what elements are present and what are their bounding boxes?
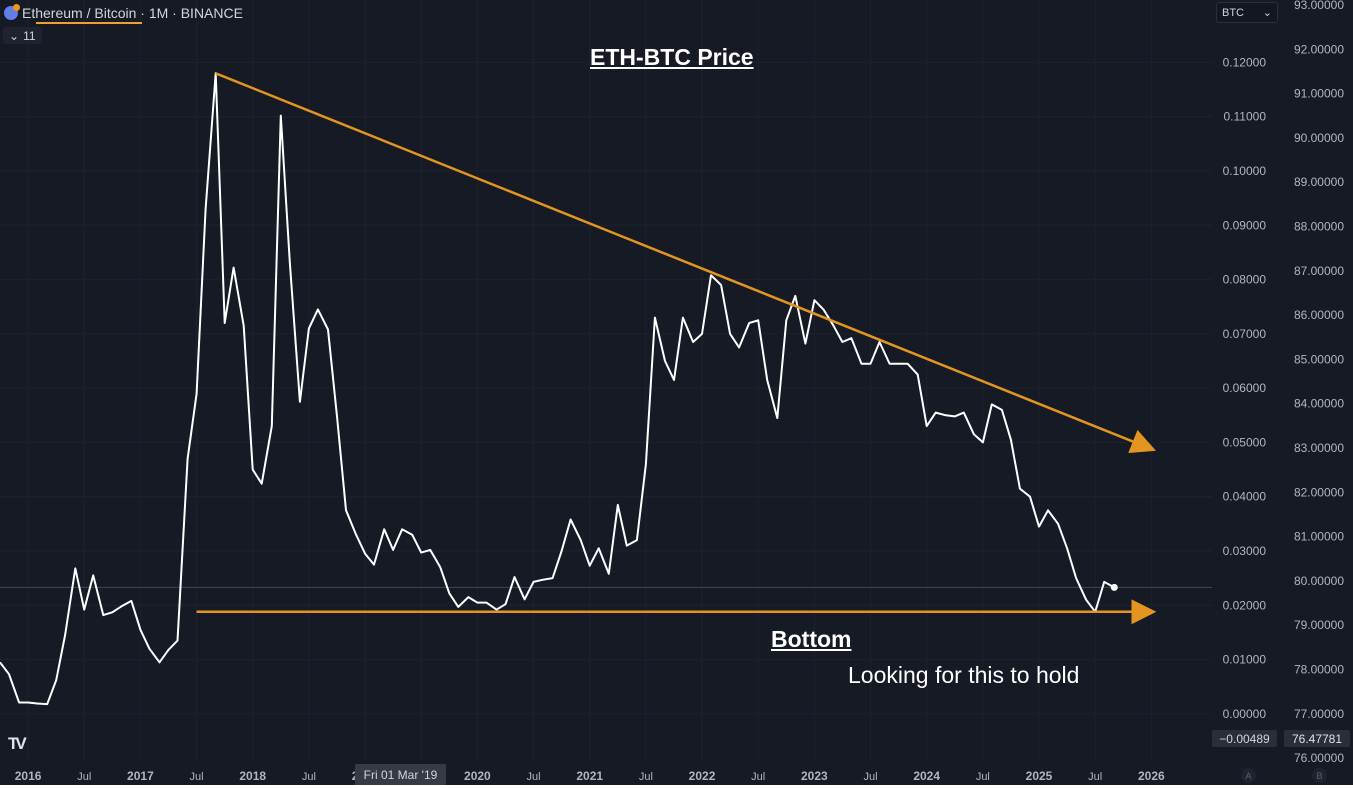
right-axis-tick-label: 84.00000 [1294, 397, 1344, 411]
bottom-note: Looking for this to hold [848, 662, 1080, 688]
last-price-point [1110, 583, 1118, 591]
eth-btc-icon [4, 4, 20, 20]
x-tick-label: Jul [863, 771, 877, 783]
x-tick-label: Jul [302, 771, 316, 783]
right-axis-tick-label: 76.00000 [1294, 751, 1344, 765]
x-tick-label: 2021 [576, 769, 603, 783]
x-tick-label: 2025 [1026, 769, 1053, 783]
left-axis-tick-label: 0.05000 [1223, 435, 1267, 449]
left-axis-tick-label: 0.07000 [1223, 327, 1267, 341]
symbol-underline [36, 22, 142, 24]
right-axis-tick-label: 87.00000 [1294, 264, 1344, 278]
left-axis-tick-label: 0.09000 [1223, 218, 1267, 232]
x-tick-label: Jul [527, 771, 541, 783]
right-axis-tick-label: 81.00000 [1294, 530, 1344, 544]
left-axis-tick-label: 0.03000 [1223, 544, 1267, 558]
symbol-title[interactable]: Ethereum / Bitcoin · 1M · BINANCE [22, 5, 243, 21]
left-axis-tick-label: 0.12000 [1223, 55, 1267, 69]
x-tick-label: 2018 [239, 769, 266, 783]
chevron-down-icon: ⌄ [1262, 7, 1272, 19]
left-axis-tick-label: 0.01000 [1223, 653, 1267, 667]
eth-btc-price-line [0, 72, 1115, 706]
tradingview-logo-icon[interactable]: TV [8, 734, 27, 753]
right-axis-tick-label: 83.00000 [1294, 441, 1344, 455]
chart-title: ETH-BTC Price [590, 44, 754, 70]
currency-select[interactable]: BTC ⌄ [1216, 2, 1278, 23]
auto-scale-button[interactable]: A [1241, 768, 1256, 783]
right-axis-tick-label: 79.00000 [1294, 618, 1344, 632]
left-axis-tick-label: 0.06000 [1223, 381, 1267, 395]
x-tick-label: 2017 [127, 769, 154, 783]
x-tick-label: 2026 [1138, 769, 1165, 783]
x-tick-label: 2022 [689, 769, 716, 783]
left-axis-tick-label: 0.00000 [1223, 707, 1267, 721]
right-axis-tick-label: 92.00000 [1294, 42, 1344, 56]
symbol-header[interactable]: Ethereum / Bitcoin · 1M · BINANCE [4, 4, 243, 22]
bottom-label: Bottom [771, 626, 852, 652]
left-axis-tick-label: 0.02000 [1223, 598, 1267, 612]
x-tick-label: Jul [639, 771, 653, 783]
right-axis-tick-label: 91.00000 [1294, 87, 1344, 101]
right-axis-tick-label: 90.00000 [1294, 131, 1344, 145]
scale-toggle-button[interactable]: B [1312, 768, 1327, 783]
x-tick-label: Jul [190, 771, 204, 783]
descending-trendline [215, 72, 1156, 454]
x-tick-label: 2020 [464, 769, 491, 783]
right-axis-tick-label: 88.00000 [1294, 220, 1344, 234]
right-axis-tick-label: 77.00000 [1294, 707, 1344, 721]
right-axis-tick-label: 82.00000 [1294, 485, 1344, 499]
x-tick-label: 2023 [801, 769, 828, 783]
chevron-down-icon: ⌄ [9, 28, 20, 43]
x-tick-label: Jul [976, 771, 990, 783]
right-axis-tick-label: 78.00000 [1294, 663, 1344, 677]
right-axis-tick-label: 89.00000 [1294, 175, 1344, 189]
indicator-count: 11 [23, 28, 36, 43]
left-axis-tick-label: 0.11000 [1224, 110, 1267, 124]
right-axis-tick-label: 93.00000 [1294, 0, 1344, 12]
x-tick-label: Jul [751, 771, 765, 783]
right-axis-tick-label: 80.00000 [1294, 574, 1344, 588]
x-tick-label: Jul [77, 771, 91, 783]
left-axis-tick-label: 0.08000 [1223, 273, 1267, 287]
right-axis-tick-label: 85.00000 [1294, 352, 1344, 366]
left-axis-tick-label: 0.10000 [1223, 164, 1267, 178]
crosshair-date-label: Fri 01 Mar '19 [355, 764, 446, 785]
left-axis-price-tag: −0.00489 [1212, 730, 1277, 747]
indicator-collapse-button[interactable]: ⌄ 11 [3, 27, 42, 44]
x-tick-label: 2024 [913, 769, 940, 783]
x-tick-label: Jul [1088, 771, 1102, 783]
x-tick-label: 2016 [15, 769, 42, 783]
right-axis-price-tag: 76.47781 [1284, 730, 1350, 747]
right-axis-tick-label: 86.00000 [1294, 308, 1344, 322]
currency-select-value: BTC [1222, 6, 1244, 19]
left-axis-tick-label: 0.04000 [1223, 490, 1267, 504]
